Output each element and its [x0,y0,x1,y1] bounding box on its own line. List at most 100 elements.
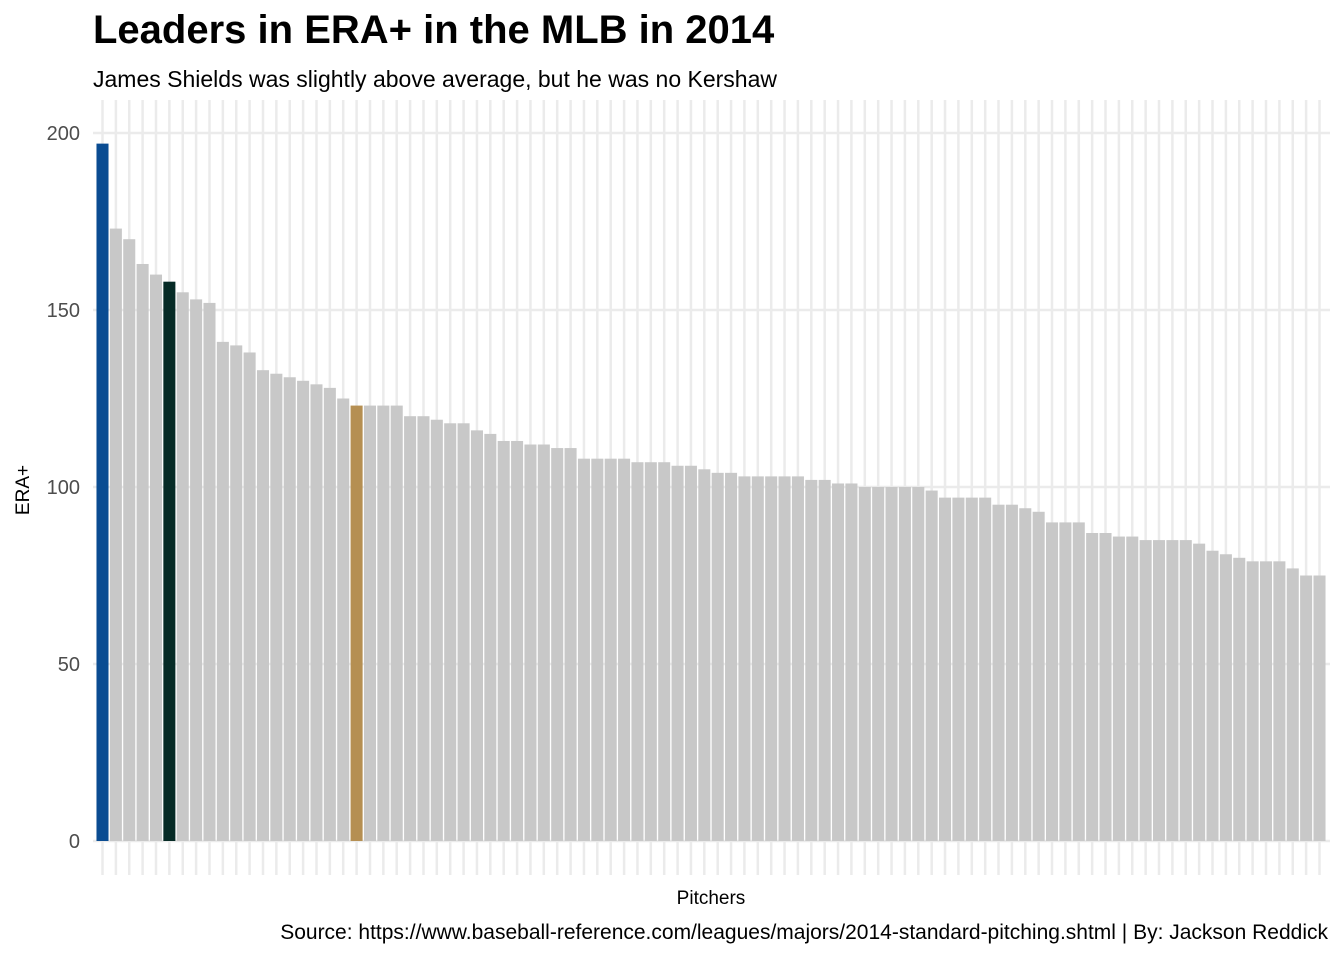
bar [992,504,1005,841]
bar [190,299,203,841]
bar [778,476,791,841]
bar [404,416,417,841]
y-tick-label: 200 [47,123,80,145]
bar [564,448,577,841]
bar [1193,543,1206,841]
bar [123,239,136,841]
bar [818,479,831,841]
bar [551,448,564,841]
bar [1166,540,1179,841]
bar [1206,550,1219,841]
bar [698,469,711,841]
bar [203,302,216,841]
bar [858,487,871,841]
bar [684,465,697,841]
bar [1019,508,1032,841]
bar [591,458,604,841]
bar [1126,536,1139,841]
highlighted-bar [96,143,109,841]
bar [979,497,992,841]
y-tick-label: 150 [47,300,80,322]
bar [470,430,483,841]
bar [604,458,617,841]
bar [537,444,550,841]
bar [1152,540,1166,841]
bar [109,228,122,841]
bar [1139,540,1152,841]
bar [1032,511,1045,841]
bar [524,444,537,841]
bar [925,490,938,841]
bar [310,384,323,841]
bar [1179,540,1192,841]
bar [377,405,390,841]
bar [136,263,149,842]
highlighted-bar [350,405,363,841]
bar [337,398,350,841]
bar [1046,522,1059,841]
bar [297,380,310,841]
bar [671,465,684,841]
y-axis-title: ERA+ [13,465,34,515]
bar [658,462,671,841]
bar [444,423,457,841]
x-axis-title: Pitchers [677,888,746,909]
bars [96,143,1326,842]
bar [270,373,283,841]
bar [711,472,724,841]
bar [1273,561,1286,841]
chart-caption: Source: https://www.baseball-reference.c… [280,921,1328,944]
bar [577,458,590,841]
y-tick-label: 50 [58,654,80,676]
y-axis-ticks: 0 50 100 150 200 [47,123,80,853]
bar [1099,533,1112,841]
bar [484,433,497,841]
bar [417,416,430,841]
bar [149,274,163,842]
bar [497,440,510,841]
bar [1072,522,1085,841]
bar [872,487,885,841]
bar [952,497,965,841]
bar [1259,561,1273,841]
bar [738,476,751,841]
highlighted-bar [163,281,176,841]
bar [845,483,858,841]
bar [283,377,296,841]
bar [644,462,657,841]
bar [885,487,898,841]
bar [912,487,925,841]
bar [511,440,524,841]
bar [618,458,631,841]
bar [1300,575,1313,841]
bar [791,476,804,841]
bar [430,419,443,841]
bar [1313,575,1326,841]
chart-title: Leaders in ERA+ in the MLB in 2014 [93,8,775,52]
bar [898,487,911,841]
bar [1059,522,1072,841]
bar [1246,561,1259,841]
chart-subtitle: James Shields was slightly above average… [93,66,777,92]
bar [965,497,978,841]
bar [176,292,189,841]
bar [832,483,845,841]
bar [1005,504,1018,841]
bar [1112,536,1125,841]
bar [725,472,738,841]
bar [751,476,764,841]
bar [363,405,376,841]
bar [939,497,952,841]
bar [765,476,778,841]
y-tick-label: 100 [47,477,80,499]
bar [1233,557,1246,841]
bar [1086,533,1099,841]
bar [631,462,644,841]
bar [390,405,403,841]
bar [230,345,243,841]
bar [243,352,256,841]
bar [805,479,818,841]
bar [256,370,270,841]
bar [457,423,470,841]
